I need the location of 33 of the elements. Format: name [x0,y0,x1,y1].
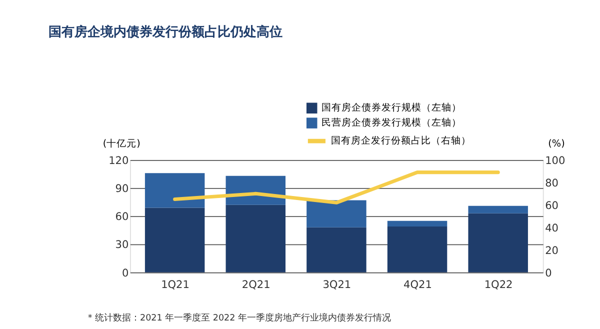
y-tick-label: 90 [115,183,129,196]
y2-axis-title: (%) [548,138,565,150]
x-tick-label: 4Q21 [404,278,432,291]
bar [144,208,205,272]
y-tick-label: 0 [122,267,129,280]
bar [468,213,528,272]
text: * 统计数据：2021 年一季度至 2022 年一季度房地产行业境内债券发行情况 [88,312,392,324]
y2-tick-label: 60 [545,200,558,212]
y2-tick-label: 40 [545,222,558,234]
y2-tick-label: 100 [545,154,566,167]
bar [226,204,286,272]
x-tick-label: 2Q21 [242,278,270,291]
y2-tick-label: 20 [545,244,558,257]
y2-tick-label: 80 [545,177,558,190]
bar [306,227,366,272]
y-tick-label: 30 [115,239,129,252]
chart-title: 国有房企境内债券发行份额占比仍处高位 [48,24,282,40]
x-tick-label: 1Q21 [161,278,190,291]
legend-label: 民营房企债券发行规模（左轴） [322,116,462,129]
y-tick-label: 120 [108,154,129,167]
x-tick-label: 1Q22 [484,278,513,291]
y-axis-title: (十亿元) [102,137,140,150]
legend-label: 国有房企发行份额占比（右轴） [331,134,472,147]
bar [387,220,448,226]
y2-tick-label: 0 [545,267,552,280]
line-series [173,170,500,204]
legend-label: 国有房企债券发行规模（左轴） [322,102,462,114]
bar [468,206,528,214]
y-tick-label: 60 [115,211,129,224]
bar [144,173,205,208]
x-tick-label: 3Q21 [322,278,352,291]
bar [306,200,366,228]
bar [387,226,448,272]
